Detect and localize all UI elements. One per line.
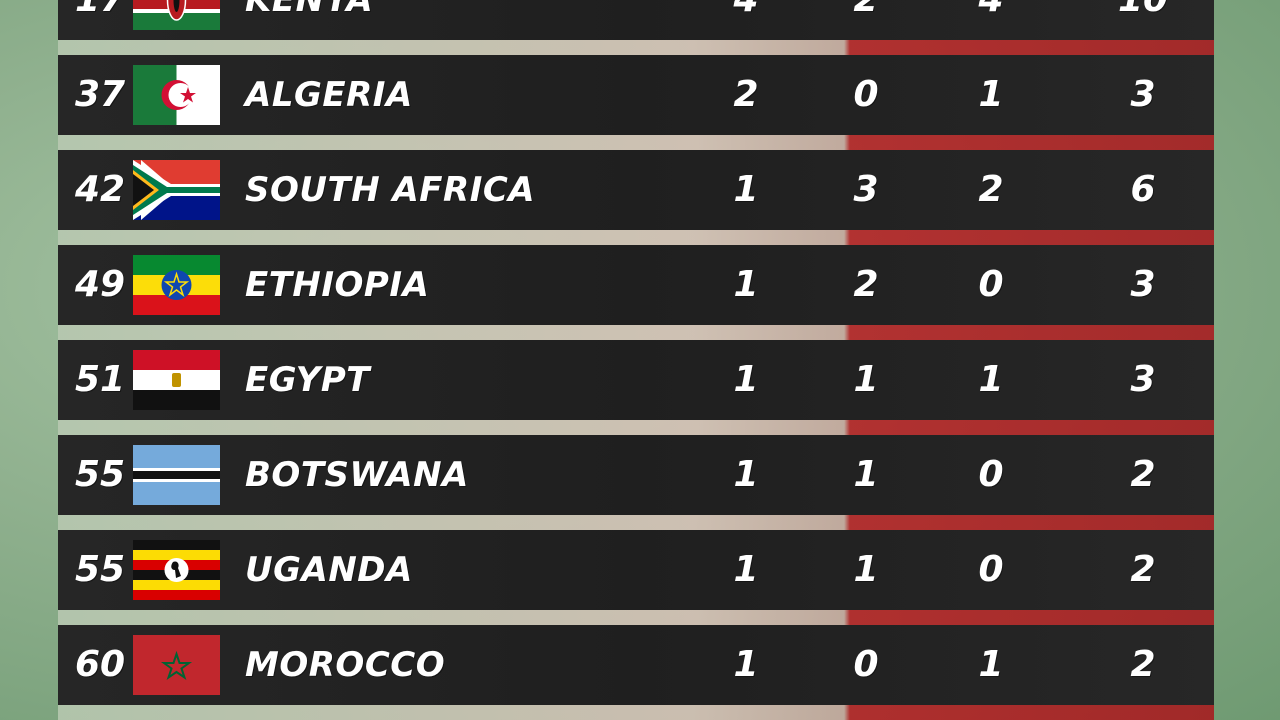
morocco-flag-icon — [133, 635, 220, 695]
rank: 49 — [74, 264, 126, 305]
table-row: 51 EGYPT 1 1 1 3 — [58, 340, 1214, 435]
total-count: 2 — [1130, 644, 1156, 685]
rank: 51 — [74, 359, 126, 400]
rank: 55 — [74, 549, 126, 590]
bronze-count: 0 — [978, 549, 1004, 590]
south-africa-flag-icon — [133, 160, 220, 220]
rank: 55 — [74, 454, 126, 495]
bronze-count: 1 — [978, 359, 1004, 400]
country-name: SOUTH AFRICA — [245, 170, 536, 210]
country-name: ETHIOPIA — [245, 265, 430, 305]
total-count: 3 — [1130, 264, 1156, 305]
gold-count: 1 — [733, 454, 759, 495]
gold-count: 1 — [733, 644, 759, 685]
total-count: 6 — [1130, 169, 1156, 210]
silver-count: 1 — [853, 359, 879, 400]
ethiopia-flag-icon — [133, 255, 220, 315]
rank: 60 — [74, 644, 126, 685]
table-row: 55 BOTSWANA 1 1 0 2 — [58, 435, 1214, 530]
bronze-count: 0 — [978, 264, 1004, 305]
bronze-count: 2 — [978, 169, 1004, 210]
total-count: 2 — [1130, 549, 1156, 590]
total-count: 3 — [1130, 359, 1156, 400]
bronze-count: 1 — [978, 74, 1004, 115]
country-name: MOROCCO — [245, 645, 446, 685]
total-count: 10 — [1113, 0, 1173, 40]
silver-count: 1 — [853, 549, 879, 590]
country-name: UGANDA — [245, 550, 413, 590]
gold-count: 1 — [733, 359, 759, 400]
country-name: BOTSWANA — [245, 455, 469, 495]
total-count: 3 — [1130, 74, 1156, 115]
country-name: ALGERIA — [245, 75, 413, 115]
gold-count: 4 — [726, 0, 766, 40]
gold-count: 1 — [733, 549, 759, 590]
silver-count: 0 — [853, 74, 879, 115]
bronze-count: 4 — [971, 0, 1011, 40]
bronze-count: 0 — [978, 454, 1004, 495]
egypt-flag-icon — [133, 350, 220, 410]
table-row: 17 KENYA 4 2 4 10 — [58, 0, 1214, 55]
silver-count: 2 — [853, 264, 879, 305]
country-name: KENYA — [245, 0, 374, 20]
silver-count: 1 — [853, 454, 879, 495]
rank: 17 — [72, 0, 128, 40]
table-row: 60 MOROCCO 1 0 1 2 — [58, 625, 1214, 720]
medal-table: 17 KENYA 4 2 4 10 37 — [58, 0, 1214, 720]
table-row: 49 ETHIOPIA 1 2 0 3 — [58, 245, 1214, 340]
silver-count: 0 — [853, 644, 879, 685]
gold-count: 1 — [733, 169, 759, 210]
silver-count: 2 — [846, 0, 886, 40]
gold-count: 2 — [733, 74, 759, 115]
gold-count: 1 — [733, 264, 759, 305]
table-row: 55 UGANDA 1 1 0 2 — [58, 530, 1214, 625]
kenya-flag-icon — [133, 0, 220, 30]
country-name: EGYPT — [245, 360, 370, 400]
table-row: 42 SOUTH AFRICA 1 3 2 6 — [58, 150, 1214, 245]
botswana-flag-icon — [133, 445, 220, 505]
rank: 37 — [74, 74, 126, 115]
algeria-flag-icon — [133, 65, 220, 125]
bronze-count: 1 — [978, 644, 1004, 685]
total-count: 2 — [1130, 454, 1156, 495]
rank: 42 — [74, 169, 126, 210]
silver-count: 3 — [853, 169, 879, 210]
uganda-flag-icon — [133, 540, 220, 600]
table-row: 37 ALGERIA 2 0 1 3 — [58, 55, 1214, 150]
